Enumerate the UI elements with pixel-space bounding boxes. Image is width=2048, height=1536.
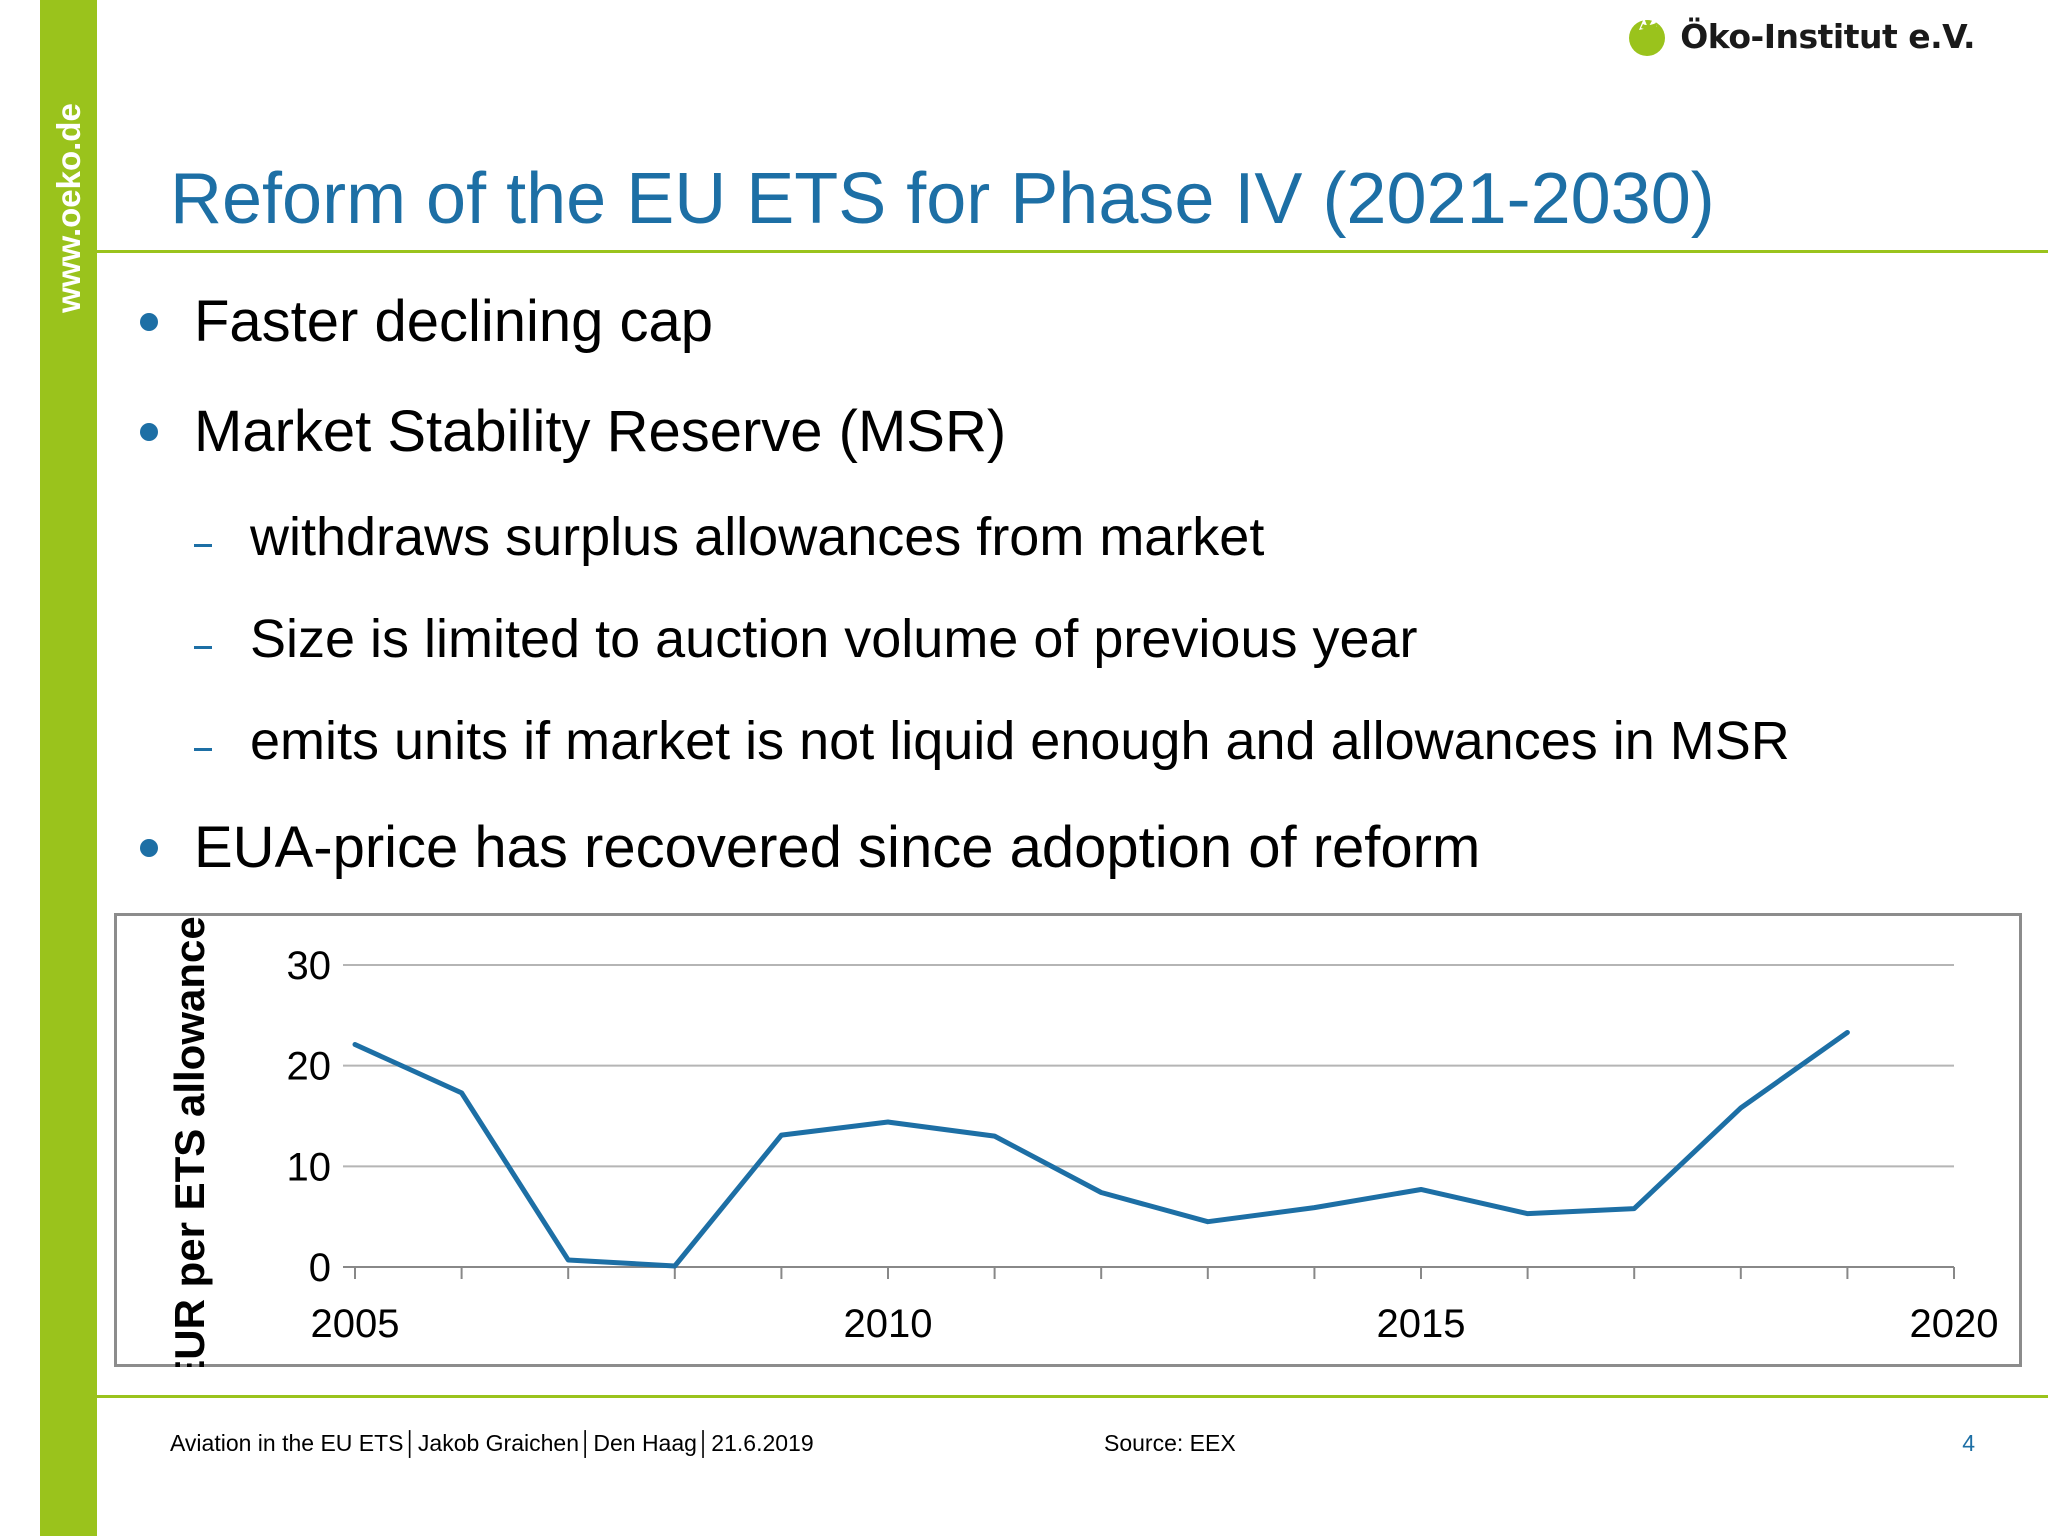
sub-bullet-item: withdraws surplus allowances from market: [194, 506, 1264, 568]
footer-divider: [97, 1395, 2048, 1398]
sub-bullet-text: emits units if market is not liquid enou…: [250, 711, 1790, 771]
logo-text: Öko-Institut e.V.: [1680, 16, 1975, 56]
bullet-item: Faster declining cap: [140, 288, 713, 355]
slide-title: Reform of the EU ETS for Phase IV (2021-…: [170, 159, 1715, 239]
y-tick-label: 10: [287, 1145, 332, 1189]
sidebar-url-text: www.oeko.de: [49, 103, 87, 313]
sub-bullet-text: withdraws surplus allowances from market: [250, 507, 1265, 567]
sub-bullet-item: emits units if market is not liquid enou…: [194, 710, 1790, 772]
x-tick-label: 2010: [844, 1302, 933, 1346]
dash-icon: [194, 645, 212, 649]
price-series-line: [352, 1029, 1850, 1269]
x-tick-label: 2015: [1377, 1302, 1466, 1346]
footer-source: Source: EEX: [1104, 1430, 1236, 1456]
price-chart: 0 10 20 30 2005 2010 2015 2020 EUR per ETS allo…: [166, 916, 1999, 1367]
dash-icon: [194, 747, 212, 751]
x-tick-label: 2005: [311, 1302, 400, 1346]
bullet-dot-icon: [140, 422, 158, 441]
x-tick-label: 2020: [1910, 1302, 1999, 1346]
sub-bullet-text: Size is limited to auction volume of pre…: [250, 609, 1418, 669]
page-number: 4: [1962, 1430, 1975, 1456]
leaf-logo-icon: [1629, 17, 1666, 56]
y-tick-label: 30: [287, 944, 332, 988]
bullet-text: Market Stability Reserve (MSR): [194, 399, 1007, 464]
bullet-item: EUA-price has recovered since adoption o…: [140, 814, 1480, 881]
bullet-dot-icon: [140, 312, 158, 331]
bullet-text: Faster declining cap: [194, 289, 714, 354]
sidebar-band: [40, 0, 97, 1536]
bullet-item: Market Stability Reserve (MSR): [140, 398, 1006, 465]
bullet-dot-icon: [140, 838, 158, 857]
y-tick-label: 0: [309, 1246, 331, 1290]
bullet-text: EUA-price has recovered since adoption o…: [194, 815, 1481, 880]
sub-bullet-item: Size is limited to auction volume of pre…: [194, 608, 1418, 670]
y-tick-label: 20: [287, 1045, 332, 1089]
title-divider: [97, 250, 2048, 253]
logo: Öko-Institut e.V.: [1626, 14, 1975, 58]
dash-icon: [194, 543, 212, 547]
footer-meta: Aviation in the EU ETS│Jakob Graichen│De…: [170, 1430, 814, 1456]
y-axis-title: EUR per ETS allowance: [166, 916, 213, 1367]
sidebar-url: www.oeko.de: [40, 78, 97, 338]
